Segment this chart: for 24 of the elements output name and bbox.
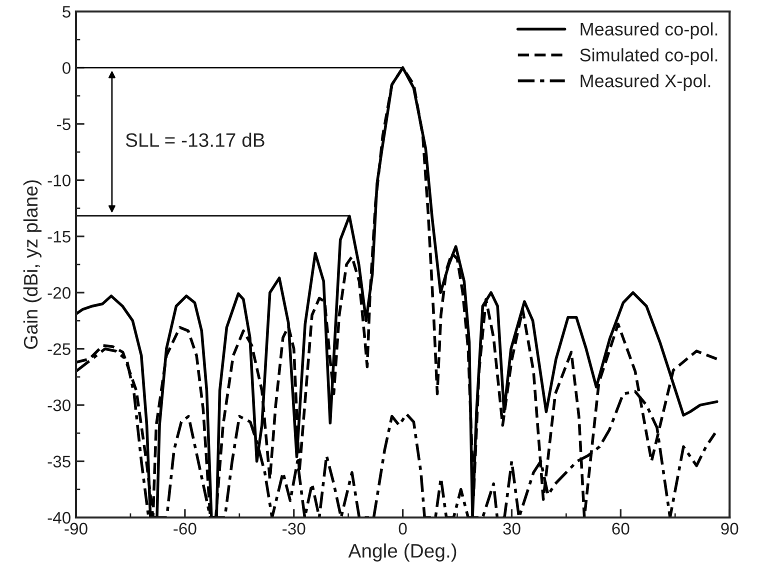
y-tick-label: -15 <box>48 230 70 243</box>
y-tick-label: -5 <box>57 118 70 130</box>
x-tick-label: 30 <box>503 522 520 535</box>
x-tick-label: 0 <box>398 522 407 535</box>
y-tick-label: -35 <box>48 456 70 468</box>
legend-label: Measured co-pol. <box>580 22 718 40</box>
legend-label: Measured X-pol. <box>580 74 710 91</box>
x-tick-label: 60 <box>612 522 630 535</box>
y-tick-label: 0 <box>62 62 70 74</box>
x-axis-title: Angle (Deg.) <box>348 543 456 562</box>
x-tick-label: -30 <box>282 522 306 535</box>
legend-label: Simulated co-pol. <box>580 48 718 66</box>
x-tick-label: 90 <box>721 522 738 535</box>
y-tick-label: -25 <box>48 343 70 356</box>
line-series <box>76 66 718 518</box>
y-tick-label: 5 <box>62 6 70 18</box>
y-tick-label: -40 <box>48 512 70 524</box>
annotation: SLL = -13.17 dB <box>126 132 264 147</box>
x-tick-label: -60 <box>174 522 196 535</box>
y-tick-label: -30 <box>48 399 70 412</box>
x-tick-label: -90 <box>64 522 88 535</box>
y-tick-label: -20 <box>48 287 70 299</box>
y-tick-label: -10 <box>48 174 70 186</box>
y-axis-title: Gain (dBi, yz plane) <box>23 180 42 349</box>
